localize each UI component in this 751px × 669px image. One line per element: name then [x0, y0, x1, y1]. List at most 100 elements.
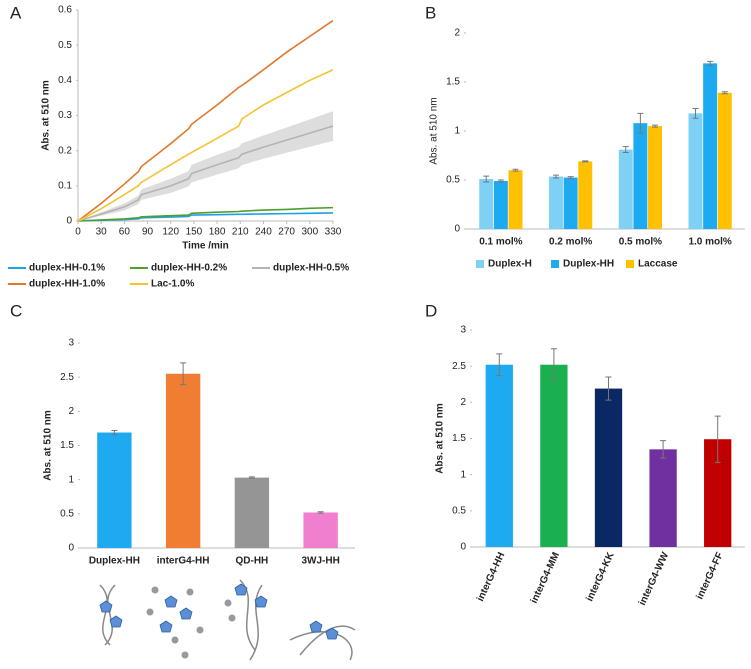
y-tick-label: 0.2: [58, 145, 72, 156]
structure-drawings: [99, 579, 356, 661]
panel-label: C: [10, 301, 22, 320]
heme: [234, 583, 248, 596]
dot: [181, 651, 189, 659]
legend-label: duplex-HH-0.2%: [151, 263, 227, 274]
series-line: [77, 19, 334, 222]
x-tick-label: 270: [278, 227, 295, 238]
x-tick-label: 0: [75, 227, 81, 238]
bar: [303, 512, 338, 548]
panel-label: B: [425, 3, 436, 22]
error-bar: [660, 440, 667, 459]
x-tick-label: interG4-HH: [475, 551, 507, 603]
bar: [703, 63, 718, 229]
bar: [563, 177, 578, 229]
y-tick-label: 0.5: [452, 505, 466, 516]
bar: [618, 149, 633, 229]
x-tick-label: 30: [96, 227, 108, 238]
bar: [485, 364, 513, 547]
error-bar: [496, 353, 503, 377]
error-bar: [582, 160, 589, 163]
y-tick-label: 1.5: [452, 433, 466, 444]
error-bar: [692, 107, 699, 119]
x-tick-label: 0.5 mol%: [619, 237, 662, 248]
x-tick-label: 300: [301, 227, 318, 238]
y-tick-label: 0.1: [58, 180, 72, 191]
x-tick-label: 150: [186, 227, 203, 238]
error-bar: [637, 112, 644, 134]
error-bar: [652, 124, 659, 128]
heme: [325, 627, 339, 640]
bar: [717, 92, 732, 229]
error-bar: [180, 362, 187, 386]
x-axis-label: Time /min: [182, 241, 229, 252]
error-bar: [622, 146, 629, 154]
dot: [196, 626, 204, 634]
legend-label: duplex-HH-0.1%: [29, 263, 105, 274]
x-tick-label: interG4-HH: [157, 556, 210, 567]
x-tick-label: 180: [209, 227, 226, 238]
y-tick-label: 3: [460, 325, 466, 336]
legend-label: Laccase: [638, 259, 678, 270]
bar: [649, 449, 677, 547]
bar: [549, 176, 563, 229]
error-band: [78, 212, 102, 221]
x-tick-label: 1.0 mol%: [688, 237, 731, 248]
heme: [164, 595, 178, 608]
bar: [633, 123, 648, 229]
y-tick-label: 0.5: [60, 508, 74, 519]
error-bar: [317, 511, 324, 514]
legend-label: duplex-HH-1.0%: [29, 279, 105, 290]
bar: [648, 126, 662, 229]
legend-swatch: [476, 260, 484, 268]
dot: [171, 636, 179, 644]
x-tick-label: Duplex-HH: [89, 556, 140, 567]
heme: [109, 615, 123, 628]
y-tick-label: 0: [68, 543, 74, 554]
heme: [99, 600, 113, 613]
helix: [99, 584, 116, 646]
y-axis-label: Abs. at 510 nm: [435, 403, 446, 474]
heme: [159, 620, 173, 633]
x-tick-label: interG4-MM: [529, 551, 562, 605]
dot: [228, 614, 236, 622]
x-tick-label: 120: [162, 227, 179, 238]
legend-label: Lac-1.0%: [151, 279, 194, 290]
dot: [224, 599, 232, 607]
x-tick-label: 330: [325, 227, 342, 238]
y-tick-label: 0.6: [58, 5, 72, 16]
x-tick-label: 210: [232, 227, 249, 238]
y-tick-label: 0.5: [446, 175, 460, 186]
y-tick-label: 0: [454, 224, 460, 235]
error-bar: [605, 376, 612, 401]
y-tick-label: 1.5: [60, 440, 74, 451]
y-tick-label: 0.4: [58, 75, 72, 86]
x-tick-label: interG4-WW: [637, 550, 671, 607]
dot: [151, 586, 159, 594]
panel-label: D: [425, 301, 437, 320]
y-tick-label: 2.5: [452, 361, 466, 372]
legend-label: Duplex-HH: [563, 259, 614, 270]
dot: [146, 608, 154, 616]
dot: [186, 588, 194, 596]
bar: [165, 373, 201, 548]
x-tick-label: 60: [119, 227, 131, 238]
heme: [179, 607, 193, 620]
error-bar: [497, 179, 504, 183]
x-tick-label: 90: [142, 227, 154, 238]
particles: [146, 586, 236, 659]
x-tick-label: interG4-KK: [584, 550, 617, 603]
y-tick-label: 2: [68, 406, 74, 417]
bar: [234, 477, 270, 548]
bar: [97, 432, 132, 548]
y-tick-label: 1: [460, 469, 466, 480]
error-bar: [483, 175, 490, 183]
error-bar: [721, 91, 728, 95]
x-tick-label: 0.1 mol%: [479, 237, 522, 248]
series-line: [77, 125, 334, 222]
x-tick-label: interG4-FF: [694, 551, 725, 601]
y-tick-label: 0: [66, 216, 72, 227]
series-line: [77, 206, 334, 222]
error-bar: [111, 429, 118, 436]
legend-label: Duplex-H: [488, 259, 532, 270]
bar: [493, 180, 508, 229]
